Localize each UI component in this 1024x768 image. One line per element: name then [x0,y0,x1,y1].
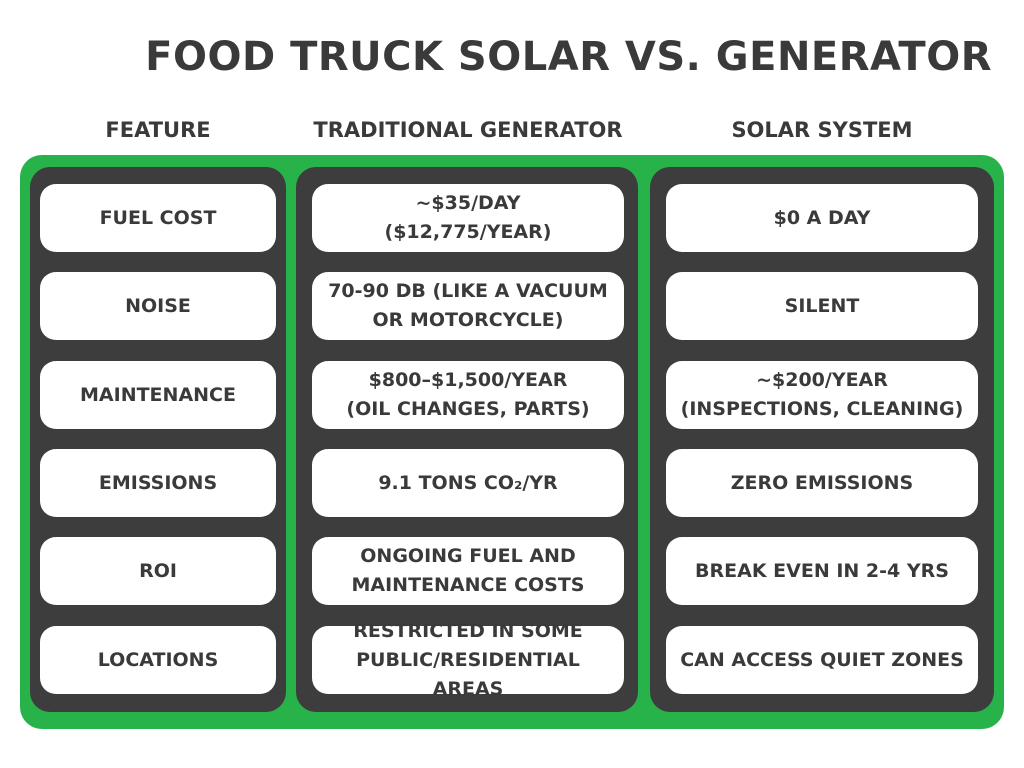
page-title: FOOD TRUCK SOLAR VS. GENERATOR [145,34,992,80]
header-solar: SOLAR SYSTEM [731,118,913,142]
generator-cell-fuel-cost: ~$35/DAY ($12,775/YEAR) [312,184,624,252]
solar-cell-fuel-cost: $0 A DAY [666,184,978,252]
generator-cell-text: 70-90 DB (LIKE A VACUUM OR MOTORCYCLE) [328,280,608,331]
solar-cell-text: SILENT [784,294,860,317]
solar-cell-maintenance: ~$200/YEAR (INSPECTIONS, CLEANING) [666,361,978,429]
generator-cell-locations: RESTRICTED IN SOME PUBLIC/RESIDENTIAL AR… [312,620,624,700]
generator-cell-text: 9.1 TONS CO₂/YR [378,471,558,494]
header-feature: FEATURE [105,118,211,142]
generator-cell-emissions: 9.1 TONS CO₂/YR [312,449,624,517]
feature-cell-text: ROI [139,559,177,582]
generator-cell-text: RESTRICTED IN SOME PUBLIC/RESIDENTIAL AR… [353,619,583,700]
generator-cell-text: ONGOING FUEL AND MAINTENANCE COSTS [351,545,585,596]
generator-cell-noise: 70-90 DB (LIKE A VACUUM OR MOTORCYCLE) [312,272,624,340]
generator-column [296,167,638,712]
solar-cell-text: CAN ACCESS QUIET ZONES [680,648,964,671]
feature-cell-emissions: EMISSIONS [40,449,276,517]
feature-cell-locations: LOCATIONS [40,626,276,694]
solar-cell-text: ZERO EMISSIONS [730,471,914,494]
feature-cell-text: MAINTENANCE [80,383,236,406]
feature-cell-text: EMISSIONS [98,471,218,494]
feature-column [30,167,286,712]
feature-cell-roi: ROI [40,537,276,605]
generator-cell-text: ~$35/DAY ($12,775/YEAR) [384,192,552,243]
feature-cell-fuel-cost: FUEL COST [40,184,276,252]
solar-cell-text: ~$200/YEAR (INSPECTIONS, CLEANING) [680,369,964,420]
generator-cell-maintenance: $800–$1,500/YEAR (OIL CHANGES, PARTS) [312,361,624,429]
feature-cell-maintenance: MAINTENANCE [40,361,276,429]
generator-cell-roi: ONGOING FUEL AND MAINTENANCE COSTS [312,537,624,605]
solar-cell-noise: SILENT [666,272,978,340]
feature-cell-text: FUEL COST [99,206,217,229]
header-generator: TRADITIONAL GENERATOR [313,118,623,142]
feature-cell-text: LOCATIONS [97,648,219,671]
generator-cell-text: $800–$1,500/YEAR (OIL CHANGES, PARTS) [346,369,590,420]
solar-cell-text: BREAK EVEN IN 2-4 YRS [695,559,949,582]
solar-cell-locations: CAN ACCESS QUIET ZONES [666,626,978,694]
solar-cell-emissions: ZERO EMISSIONS [666,449,978,517]
solar-cell-roi: BREAK EVEN IN 2-4 YRS [666,537,978,605]
solar-cell-text: $0 A DAY [773,206,871,229]
feature-cell-text: NOISE [125,294,191,317]
solar-column [650,167,994,712]
feature-cell-noise: NOISE [40,272,276,340]
